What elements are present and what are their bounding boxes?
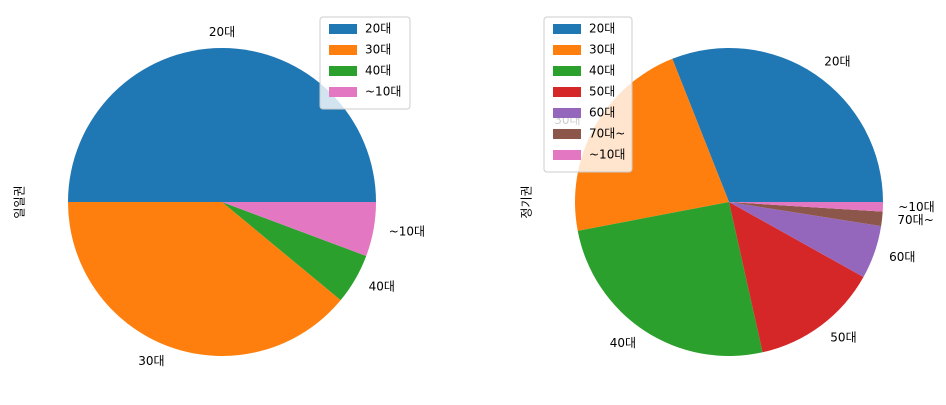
y-axis-label: 정기권 [520, 185, 534, 218]
legend-swatch-20대 [553, 24, 581, 34]
pie-slice-10대 [222, 202, 376, 256]
legend-swatch-30대 [329, 45, 357, 55]
pie-slice-40대 [222, 202, 367, 301]
legend-label-20대: 20대 [365, 22, 391, 36]
legend-swatch-60대 [553, 108, 581, 118]
slice-label-40대: 40대 [369, 279, 395, 293]
legend: 20대 30대 40대 ~10대 [319, 16, 411, 110]
legend-label-30대: 30대 [589, 43, 615, 57]
legend-swatch-30대 [553, 45, 581, 55]
slice-label-50대: 50대 [830, 330, 856, 344]
slice-label-20대: 20대 [209, 25, 235, 39]
legend-label-40대: 40대 [589, 64, 615, 78]
legend: 20대 30대 40대 50대 60대 70대~ ~10대 [543, 16, 633, 173]
pie-slice-50대 [729, 202, 864, 353]
legend-swatch-50대 [553, 87, 581, 97]
legend-swatch-40대 [553, 66, 581, 76]
legend-label-20대: 20대 [589, 22, 615, 36]
legend-swatch-40대 [329, 66, 357, 76]
legend-label-30대: 30대 [365, 43, 391, 57]
legend-label-10대: ~10대 [589, 148, 625, 162]
legend-label-70대: 70대~ [589, 127, 625, 141]
slice-label-60대: 60대 [889, 250, 915, 264]
legend-swatch-70대 [553, 129, 581, 139]
legend-label-60대: 60대 [589, 106, 615, 120]
slice-label-70대: 70대~ [897, 213, 933, 227]
legend-label-10대: ~10대 [365, 85, 401, 99]
legend-label-40대: 40대 [365, 64, 391, 78]
pie-slice-30대 [68, 202, 341, 356]
legend-box [319, 16, 411, 110]
y-axis-label: 일일권 [13, 185, 27, 218]
slice-label-40대: 40대 [610, 336, 636, 350]
slice-label-10대: ~10대 [898, 200, 934, 214]
pie-chart-season-pass: 20대30대40대50대60대70대~~10대정기권20대30대40대50대60… [520, 16, 935, 356]
pie-slice-40대 [577, 202, 763, 356]
pie-slice-70대 [729, 202, 883, 227]
pie-slice-20대 [672, 47, 883, 203]
legend-swatch-20대 [329, 24, 357, 34]
legend-swatch-10대 [553, 150, 581, 160]
slice-label-30대: 30대 [138, 354, 164, 368]
slice-label-10대: ~10대 [389, 225, 425, 239]
legend-label-50대: 50대 [589, 85, 615, 99]
slice-label-20대: 20대 [824, 54, 850, 68]
pie-slice-20대 [68, 48, 376, 203]
legend-swatch-10대 [329, 87, 357, 97]
pie-slice-10대 [729, 202, 883, 212]
pie-slice-60대 [729, 202, 882, 278]
